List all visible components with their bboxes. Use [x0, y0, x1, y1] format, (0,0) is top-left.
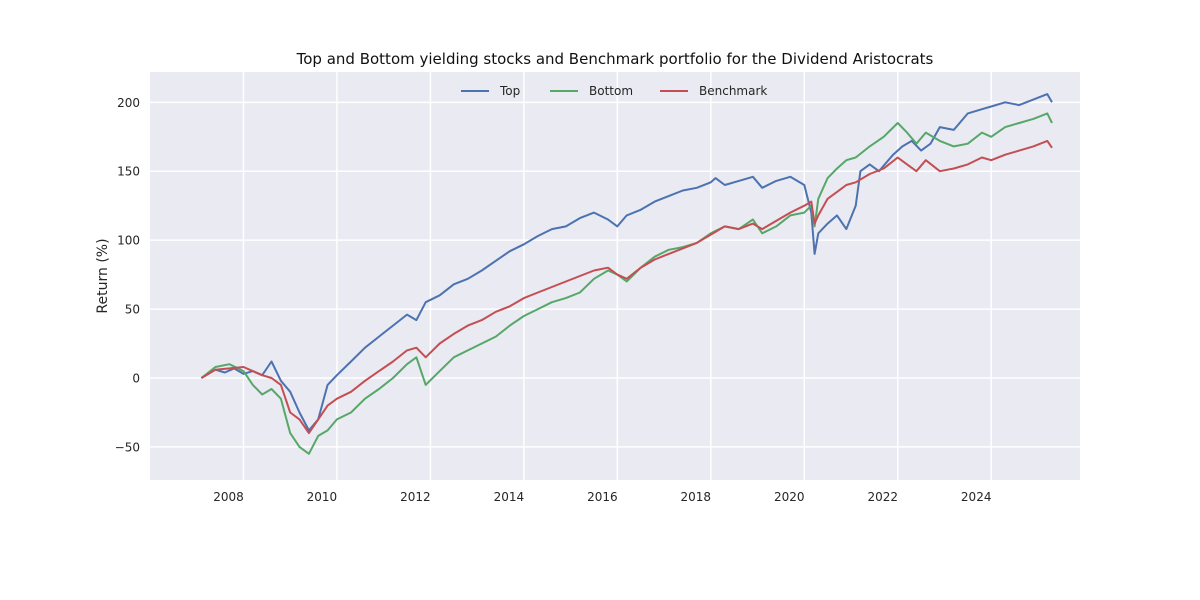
plot-area	[150, 72, 1080, 480]
chart-title: Top and Bottom yielding stocks and Bench…	[296, 50, 934, 68]
x-tick-label: 2010	[307, 490, 338, 504]
y-tick-label: 200	[117, 96, 140, 110]
y-tick-label: 50	[125, 303, 140, 317]
legend-label-bottom: Bottom	[589, 84, 633, 98]
legend-label-top: Top	[499, 84, 520, 98]
x-tick-label: 2020	[774, 490, 805, 504]
y-tick-label: −50	[115, 440, 140, 454]
y-tick-label: 100	[117, 234, 140, 248]
series-line-benchmark	[200, 139, 1053, 435]
series-line-top	[200, 93, 1053, 432]
series-lines	[200, 93, 1053, 455]
x-tick-label: 2018	[681, 490, 712, 504]
x-tick-label: 2022	[867, 490, 898, 504]
x-tick-label: 2014	[494, 490, 525, 504]
legend: Top Bottom Benchmark	[461, 84, 767, 98]
x-tick-label: 2012	[400, 490, 431, 504]
grid	[150, 72, 1080, 480]
x-tick-label: 2016	[587, 490, 618, 504]
y-tick-label: 0	[132, 372, 140, 386]
series-line-bottom	[200, 112, 1053, 455]
x-tick-label: 2024	[961, 490, 992, 504]
tick-labels: 2008 2010 2012 2014 2016 2018 2020 2022 2024 −50 0…	[115, 96, 992, 504]
x-tick-label: 2008	[213, 490, 244, 504]
y-tick-label: 150	[117, 165, 140, 179]
legend-label-benchmark: Benchmark	[699, 84, 767, 98]
y-axis-label: Return (%)	[95, 238, 111, 313]
